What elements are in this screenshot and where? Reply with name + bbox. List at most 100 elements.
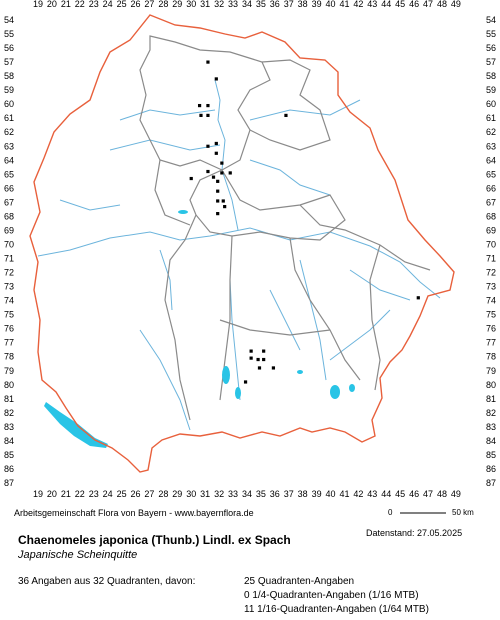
col-label-bottom: 49	[451, 489, 461, 499]
row-label-right: 57	[486, 57, 496, 67]
row-label-right: 84	[486, 436, 496, 446]
scale-start: 0	[388, 508, 393, 517]
occurrence-dot	[220, 161, 224, 165]
row-label-left: 74	[4, 296, 14, 306]
row-label-left: 85	[4, 450, 14, 460]
col-label-top: 26	[131, 0, 141, 9]
row-label-left: 54	[4, 15, 14, 25]
row-label-right: 69	[486, 225, 496, 235]
row-label-left: 81	[4, 394, 14, 404]
col-label-top: 39	[312, 0, 322, 9]
col-label-bottom: 27	[144, 489, 154, 499]
col-label-top: 35	[256, 0, 266, 9]
col-label-bottom: 30	[186, 489, 196, 499]
col-label-bottom: 20	[47, 489, 57, 499]
col-label-bottom: 39	[312, 489, 322, 499]
row-label-right: 62	[486, 127, 496, 137]
col-label-top: 28	[158, 0, 168, 9]
row-label-right: 67	[486, 197, 496, 207]
col-label-bottom: 41	[339, 489, 349, 499]
occurrence-dot	[206, 113, 210, 118]
row-label-right: 87	[486, 478, 496, 488]
occurrence-dot	[216, 189, 220, 193]
occurrence-dot	[284, 113, 288, 118]
row-label-right: 70	[486, 239, 496, 249]
col-label-top: 44	[381, 0, 391, 9]
german-name: Japanische Scheinquitte	[18, 549, 138, 561]
row-label-right: 63	[486, 141, 496, 151]
col-label-bottom: 47	[423, 489, 433, 499]
occurrence-dot	[211, 175, 216, 179]
species-name: Chaenomeles japonica (Thunb.) Lindl. ex …	[18, 533, 291, 547]
row-label-left: 60	[4, 99, 14, 109]
row-label-left: 62	[4, 127, 14, 137]
row-label-right: 80	[486, 380, 496, 390]
col-label-bottom: 26	[131, 489, 141, 499]
occurrence-dot	[206, 169, 210, 174]
col-label-bottom: 46	[409, 489, 419, 499]
col-label-bottom: 25	[117, 489, 127, 499]
col-label-bottom: 38	[298, 489, 308, 499]
occurrence-dot	[416, 296, 420, 300]
occurrence-dot	[216, 212, 220, 216]
district-borders	[139, 35, 431, 421]
row-label-right: 59	[486, 85, 496, 95]
col-label-top: 19	[33, 0, 43, 9]
row-label-right: 82	[486, 408, 496, 418]
row-label-right: 81	[486, 394, 496, 404]
occurrence-dot	[249, 349, 253, 353]
row-label-left: 69	[4, 225, 14, 235]
row-label-right: 66	[486, 183, 496, 193]
row-label-right: 86	[486, 464, 496, 474]
col-label-bottom: 24	[103, 489, 113, 499]
row-label-left: 58	[4, 71, 14, 81]
col-label-bottom: 44	[381, 489, 391, 499]
col-label-top: 49	[451, 0, 461, 9]
row-label-right: 75	[486, 310, 496, 320]
occurrence-dot	[206, 60, 210, 64]
row-label-right: 73	[486, 282, 496, 292]
row-label-left: 71	[4, 254, 14, 264]
row-label-left: 72	[4, 268, 14, 278]
row-label-right: 65	[486, 169, 496, 179]
col-label-bottom: 45	[395, 489, 405, 499]
occurrence-dots	[189, 60, 420, 384]
row-label-right: 68	[486, 211, 496, 221]
breakdown-line-2: 0 1/4-Quadranten-Angaben (1/16 MTB)	[244, 590, 419, 601]
col-label-top: 47	[423, 0, 433, 9]
col-label-bottom: 35	[256, 489, 266, 499]
occurrence-dot	[216, 199, 220, 203]
occurrence-dot	[197, 103, 202, 108]
occurrence-dot	[199, 113, 203, 118]
col-label-top: 48	[437, 0, 447, 9]
col-label-top: 21	[61, 0, 71, 9]
row-label-right: 83	[486, 422, 496, 432]
row-label-left: 61	[4, 113, 14, 123]
col-label-bottom: 33	[228, 489, 238, 499]
occurrence-dot	[271, 366, 276, 370]
row-label-left: 80	[4, 380, 14, 390]
col-label-top: 38	[298, 0, 308, 9]
occurrence-dot	[216, 179, 220, 183]
col-label-bottom: 40	[326, 489, 336, 499]
row-label-left: 67	[4, 197, 14, 207]
row-label-left: 84	[4, 436, 14, 446]
row-label-left: 66	[4, 183, 14, 193]
col-label-bottom: 22	[75, 489, 85, 499]
col-label-bottom: 29	[172, 489, 182, 499]
row-label-right: 77	[486, 338, 496, 348]
lakes	[44, 210, 355, 448]
row-label-left: 77	[4, 338, 14, 348]
col-label-bottom: 34	[242, 489, 252, 499]
col-label-top: 22	[75, 0, 85, 9]
row-label-right: 56	[486, 43, 496, 53]
row-label-left: 55	[4, 29, 14, 39]
col-label-bottom: 23	[89, 489, 99, 499]
col-label-top: 46	[409, 0, 419, 9]
col-label-bottom: 31	[200, 489, 210, 499]
occurrence-dot	[262, 357, 266, 362]
occurrence-dot	[206, 144, 210, 148]
occurrence-dot	[243, 380, 248, 384]
col-label-top: 20	[47, 0, 57, 9]
row-label-right: 60	[486, 99, 496, 109]
